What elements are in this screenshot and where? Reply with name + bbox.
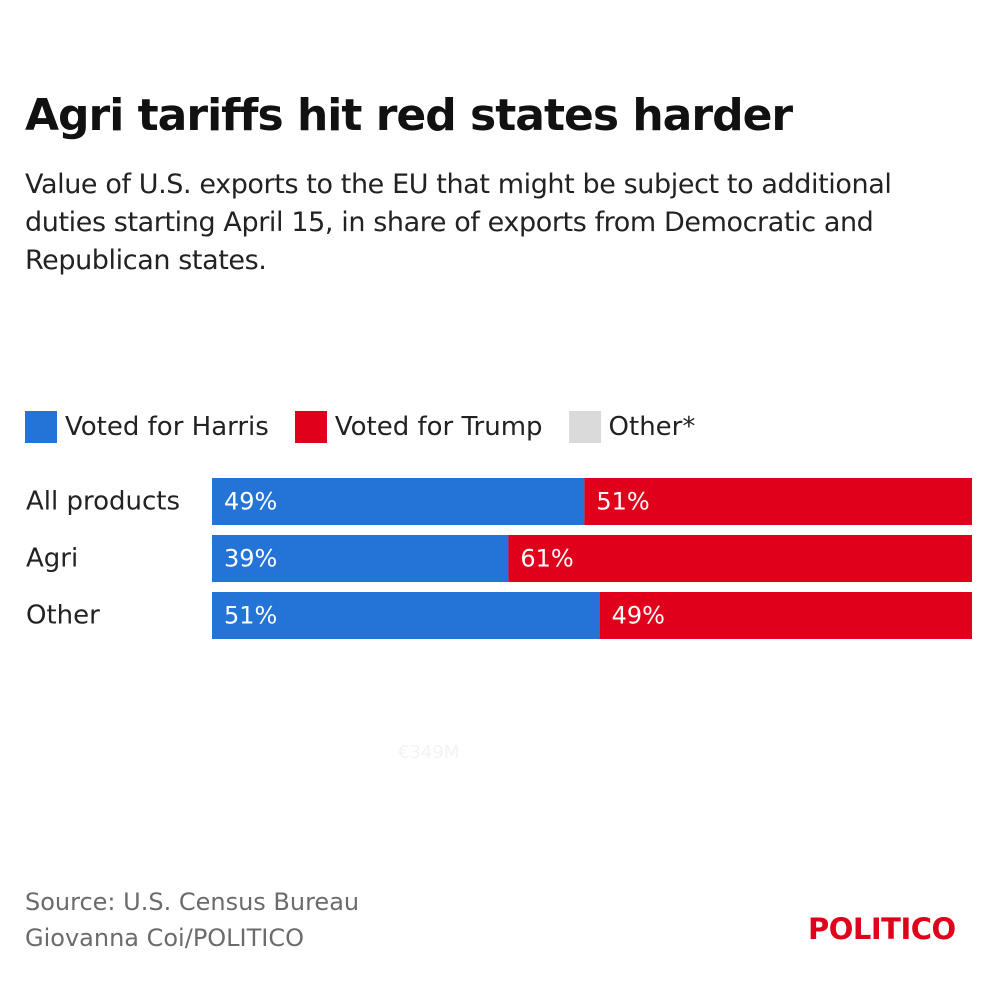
- bar-other-trump: [599, 592, 972, 639]
- data-label-other-harris: 51%: [224, 602, 277, 630]
- category-label-other: Other: [26, 601, 100, 631]
- data-label-all-products-harris: 49%: [224, 488, 277, 516]
- legend-label-harris: Voted for Harris: [65, 412, 269, 442]
- data-label-agri-harris: 39%: [224, 545, 277, 573]
- credit-line: Giovanna Coi/POLITICO: [25, 924, 305, 952]
- source-credit: Source: U.S. Census Bureau Giovanna Coi/…: [25, 884, 359, 956]
- data-label-other-trump: 49%: [612, 602, 665, 630]
- chart-title: Agri tariffs hit red states harder: [25, 90, 793, 141]
- legend-item-harris: Voted for Harris: [25, 411, 269, 443]
- data-label-agri-trump: 61%: [520, 545, 573, 573]
- bar-agri-harris: [212, 535, 509, 582]
- category-label-agri: Agri: [26, 544, 78, 574]
- data-label-all-products-trump: 51%: [596, 488, 649, 516]
- bar-all-products-harris: [212, 478, 585, 525]
- chart-subtitle: Value of U.S. exports to the EU that mig…: [25, 169, 892, 276]
- bar-all-products-trump: [584, 478, 972, 525]
- politico-logo: POLITICO: [808, 912, 956, 946]
- legend-swatch-other: [568, 411, 601, 443]
- legend-swatch-trump: [294, 411, 327, 443]
- source-line: Source: U.S. Census Bureau: [25, 888, 360, 916]
- legend-label-other: Other*: [608, 412, 696, 442]
- bar-agri-trump: [508, 535, 972, 582]
- legend-label-trump: Voted for Trump: [334, 412, 543, 442]
- legend-item-other: Other*: [568, 411, 696, 443]
- category-label-all-products: All products: [26, 487, 180, 517]
- legend-swatch-harris: [25, 411, 57, 443]
- faint-value-label: €349M: [398, 742, 460, 763]
- legend: Voted for Harris Voted for Trump Other*: [25, 409, 721, 445]
- bar-other-harris: [212, 592, 600, 639]
- legend-item-trump: Voted for Trump: [294, 411, 543, 443]
